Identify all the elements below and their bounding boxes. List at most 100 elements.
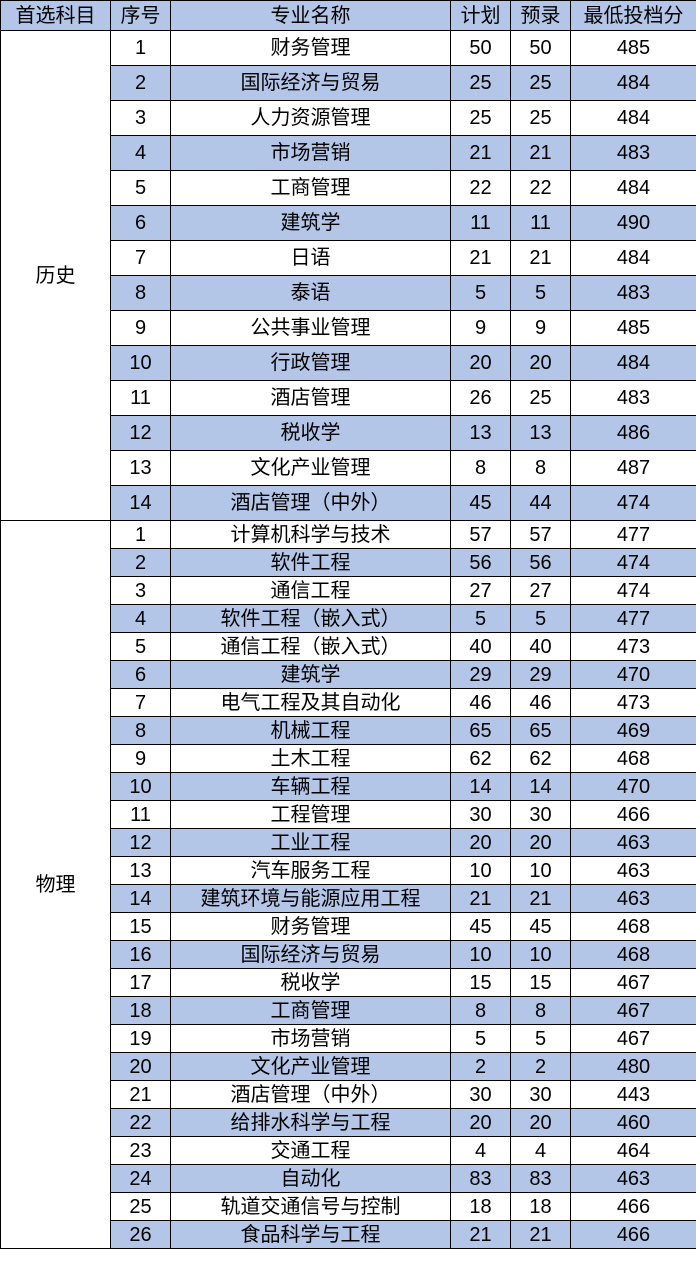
min-cell: 483 [571, 276, 696, 311]
pre-cell: 8 [511, 451, 571, 486]
min-cell: 474 [571, 486, 696, 521]
major-cell: 酒店管理 [171, 381, 451, 416]
pre-cell: 21 [511, 1221, 571, 1249]
plan-cell: 13 [451, 416, 511, 451]
pre-cell: 18 [511, 1193, 571, 1221]
pre-cell: 10 [511, 941, 571, 969]
pre-cell: 21 [511, 241, 571, 276]
min-cell: 474 [571, 549, 696, 577]
min-cell: 473 [571, 689, 696, 717]
table-row: 历史1财务管理5050485 [1, 31, 696, 66]
seq-cell: 11 [111, 381, 171, 416]
major-cell: 人力资源管理 [171, 101, 451, 136]
table-row: 物理1计算机科学与技术5757477 [1, 521, 696, 549]
major-cell: 给排水科学与工程 [171, 1109, 451, 1137]
plan-cell: 21 [451, 136, 511, 171]
plan-cell: 20 [451, 829, 511, 857]
min-cell: 483 [571, 381, 696, 416]
major-cell: 文化产业管理 [171, 1053, 451, 1081]
seq-cell: 12 [111, 829, 171, 857]
pre-cell: 4 [511, 1137, 571, 1165]
min-cell: 468 [571, 745, 696, 773]
col-header-subject: 首选科目 [1, 1, 111, 31]
min-cell: 477 [571, 605, 696, 633]
plan-cell: 11 [451, 206, 511, 241]
plan-cell: 2 [451, 1053, 511, 1081]
pre-cell: 11 [511, 206, 571, 241]
major-cell: 税收学 [171, 969, 451, 997]
major-cell: 建筑学 [171, 661, 451, 689]
major-cell: 工商管理 [171, 997, 451, 1025]
pre-cell: 20 [511, 346, 571, 381]
min-cell: 464 [571, 1137, 696, 1165]
major-cell: 建筑环境与能源应用工程 [171, 885, 451, 913]
pre-cell: 10 [511, 857, 571, 885]
min-cell: 463 [571, 1165, 696, 1193]
plan-cell: 29 [451, 661, 511, 689]
plan-cell: 14 [451, 773, 511, 801]
seq-cell: 15 [111, 913, 171, 941]
plan-cell: 4 [451, 1137, 511, 1165]
admission-table: 首选科目 序号 专业名称 计划 预录 最低投档分 历史1财务管理50504852… [0, 0, 696, 1249]
seq-cell: 17 [111, 969, 171, 997]
col-header-plan: 计划 [451, 1, 511, 31]
seq-cell: 9 [111, 745, 171, 773]
seq-cell: 5 [111, 633, 171, 661]
seq-cell: 25 [111, 1193, 171, 1221]
min-cell: 470 [571, 773, 696, 801]
min-cell: 474 [571, 577, 696, 605]
pre-cell: 14 [511, 773, 571, 801]
pre-cell: 45 [511, 913, 571, 941]
major-cell: 交通工程 [171, 1137, 451, 1165]
min-cell: 484 [571, 66, 696, 101]
plan-cell: 45 [451, 486, 511, 521]
plan-cell: 21 [451, 241, 511, 276]
plan-cell: 15 [451, 969, 511, 997]
col-header-major: 专业名称 [171, 1, 451, 31]
pre-cell: 44 [511, 486, 571, 521]
pre-cell: 25 [511, 66, 571, 101]
pre-cell: 46 [511, 689, 571, 717]
min-cell: 470 [571, 661, 696, 689]
plan-cell: 5 [451, 605, 511, 633]
seq-cell: 19 [111, 1025, 171, 1053]
min-cell: 463 [571, 857, 696, 885]
seq-cell: 4 [111, 136, 171, 171]
plan-cell: 20 [451, 1109, 511, 1137]
pre-cell: 5 [511, 1025, 571, 1053]
min-cell: 463 [571, 829, 696, 857]
min-cell: 483 [571, 136, 696, 171]
seq-cell: 8 [111, 717, 171, 745]
plan-cell: 22 [451, 171, 511, 206]
pre-cell: 13 [511, 416, 571, 451]
plan-cell: 83 [451, 1165, 511, 1193]
major-cell: 市场营销 [171, 136, 451, 171]
seq-cell: 7 [111, 241, 171, 276]
col-header-min: 最低投档分 [571, 1, 696, 31]
major-cell: 工程管理 [171, 801, 451, 829]
subject-cell: 物理 [1, 521, 111, 1249]
plan-cell: 27 [451, 577, 511, 605]
min-cell: 467 [571, 1025, 696, 1053]
seq-cell: 2 [111, 549, 171, 577]
major-cell: 软件工程 [171, 549, 451, 577]
min-cell: 468 [571, 941, 696, 969]
seq-cell: 23 [111, 1137, 171, 1165]
seq-cell: 12 [111, 416, 171, 451]
major-cell: 车辆工程 [171, 773, 451, 801]
min-cell: 485 [571, 31, 696, 66]
min-cell: 484 [571, 101, 696, 136]
major-cell: 轨道交通信号与控制 [171, 1193, 451, 1221]
major-cell: 工商管理 [171, 171, 451, 206]
pre-cell: 65 [511, 717, 571, 745]
seq-cell: 3 [111, 577, 171, 605]
pre-cell: 5 [511, 605, 571, 633]
major-cell: 通信工程（嵌入式） [171, 633, 451, 661]
seq-cell: 1 [111, 31, 171, 66]
pre-cell: 25 [511, 381, 571, 416]
plan-cell: 9 [451, 311, 511, 346]
major-cell: 计算机科学与技术 [171, 521, 451, 549]
plan-cell: 57 [451, 521, 511, 549]
plan-cell: 21 [451, 1221, 511, 1249]
plan-cell: 50 [451, 31, 511, 66]
